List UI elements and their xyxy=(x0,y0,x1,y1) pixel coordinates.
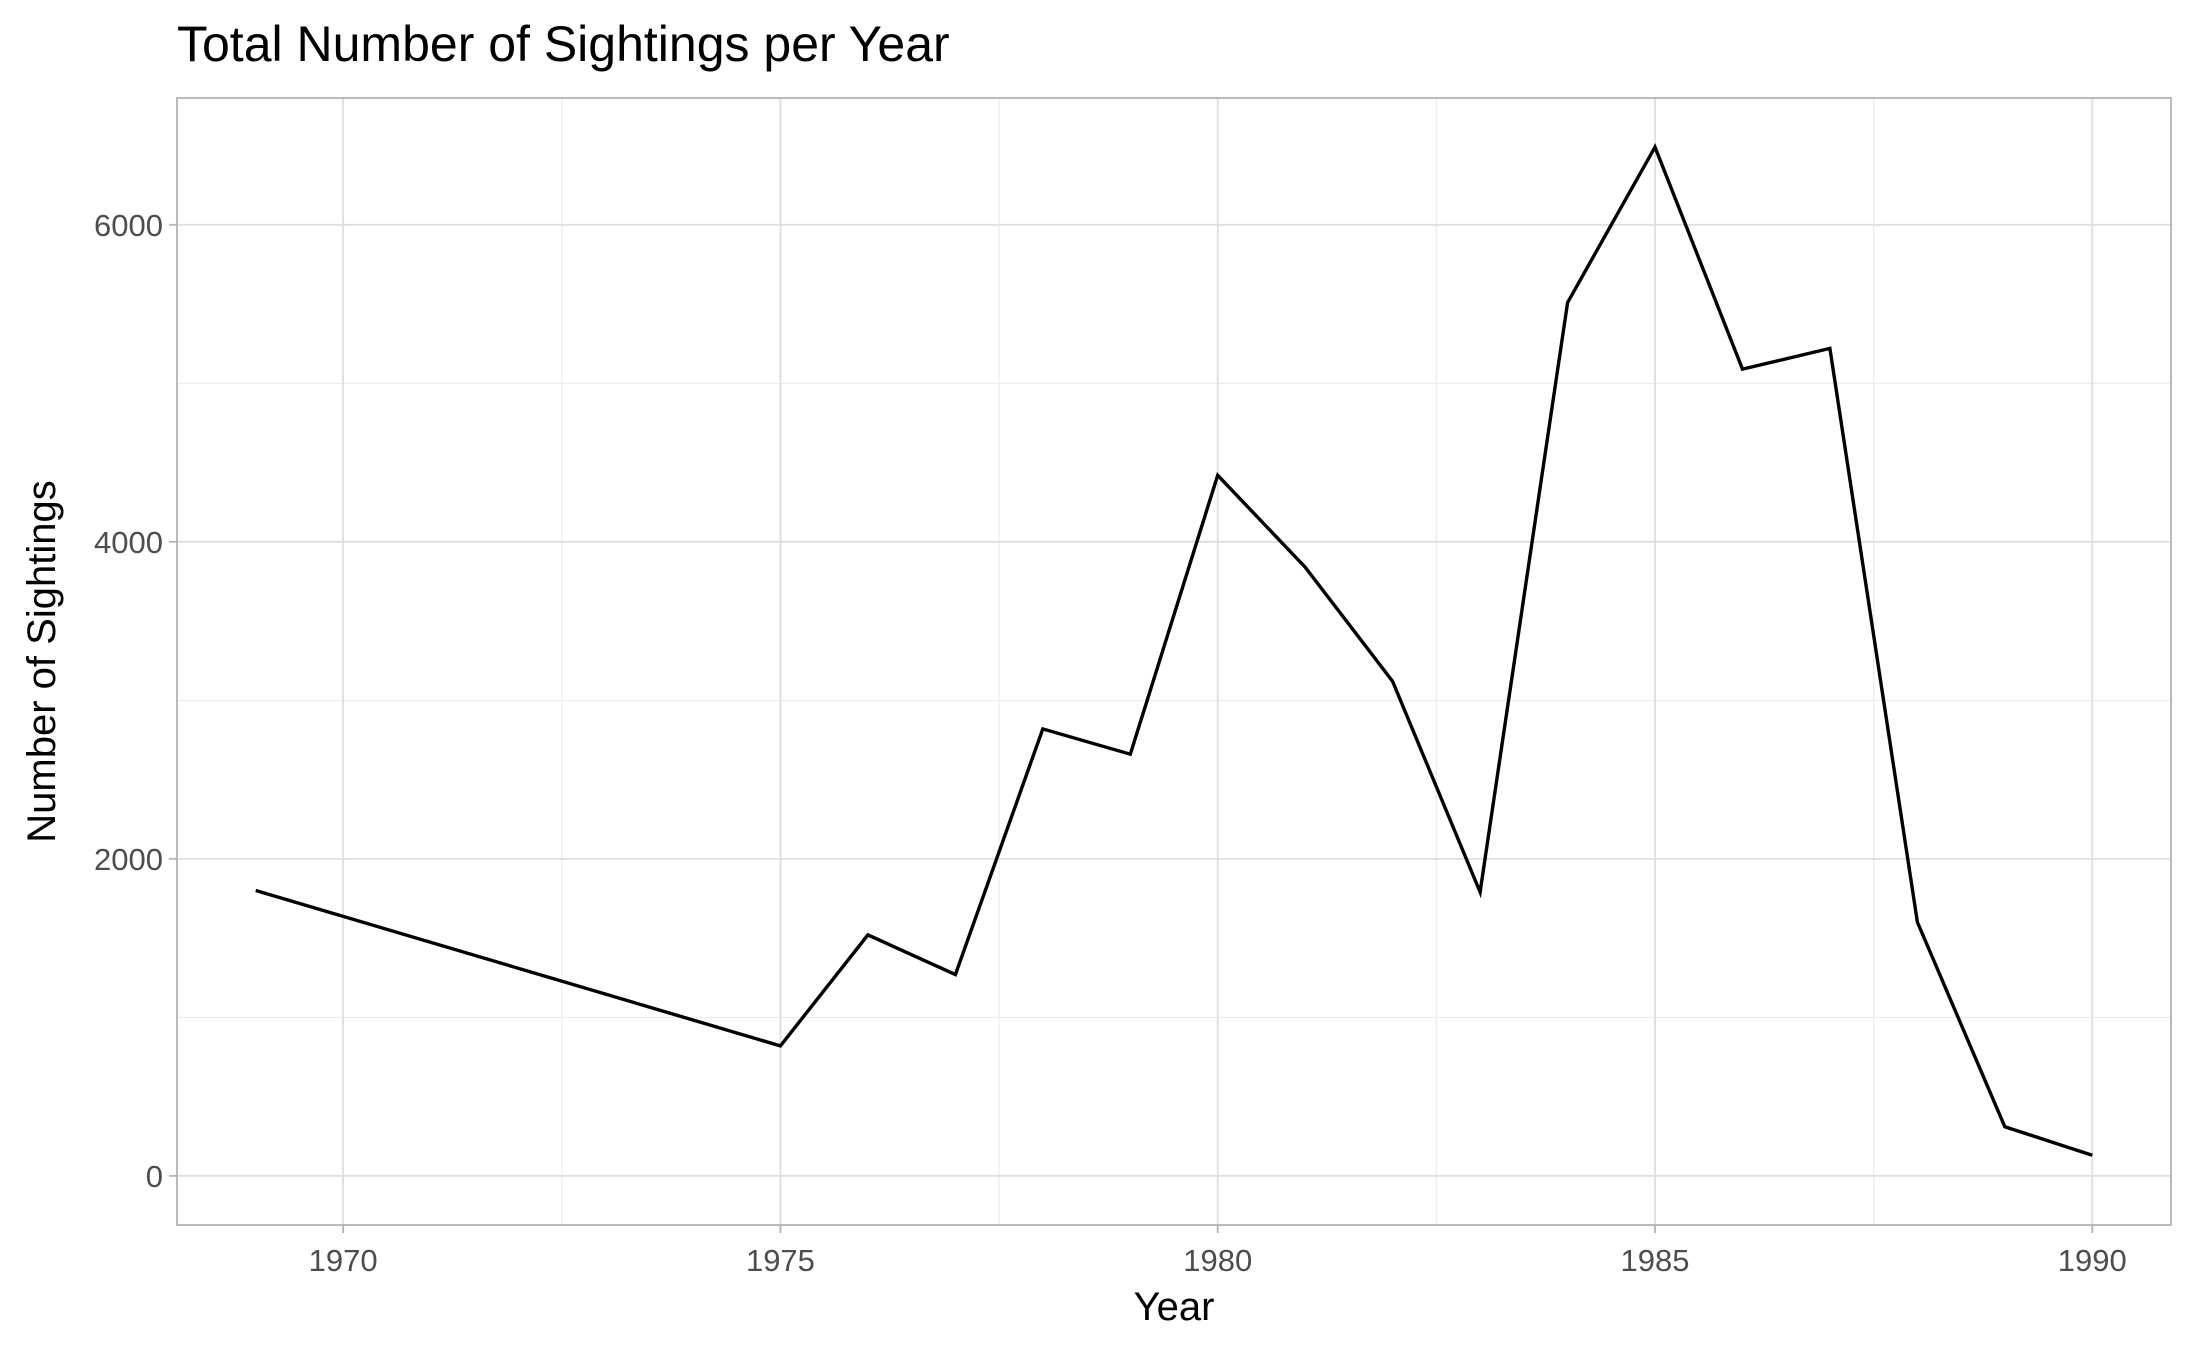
series-line xyxy=(255,143,2093,1157)
y-axis-title: Number of Sightings xyxy=(20,480,64,842)
y-tick-label: 0 xyxy=(146,1159,163,1194)
x-tick-label: 1985 xyxy=(1621,1243,1690,1278)
y-tick-label: 6000 xyxy=(94,208,163,243)
chart-title: Total Number of Sightings per Year xyxy=(177,16,950,72)
x-tick-label: 1975 xyxy=(746,1243,815,1278)
plot-panel-border xyxy=(176,97,2172,1226)
series-layer xyxy=(255,143,2093,1157)
grid-lines xyxy=(177,98,2171,1225)
x-axis-title: Year xyxy=(1134,1285,1215,1329)
axis-ticks: 1970 1975 1980 1985 1990 0 2000 4000 6000 xyxy=(94,208,2127,1278)
x-tick-label: 1980 xyxy=(1183,1243,1252,1278)
x-tick-label: 1970 xyxy=(309,1243,378,1278)
y-tick-label: 4000 xyxy=(94,525,163,560)
x-tick-label: 1990 xyxy=(2058,1243,2127,1278)
y-tick-label: 2000 xyxy=(94,842,163,877)
